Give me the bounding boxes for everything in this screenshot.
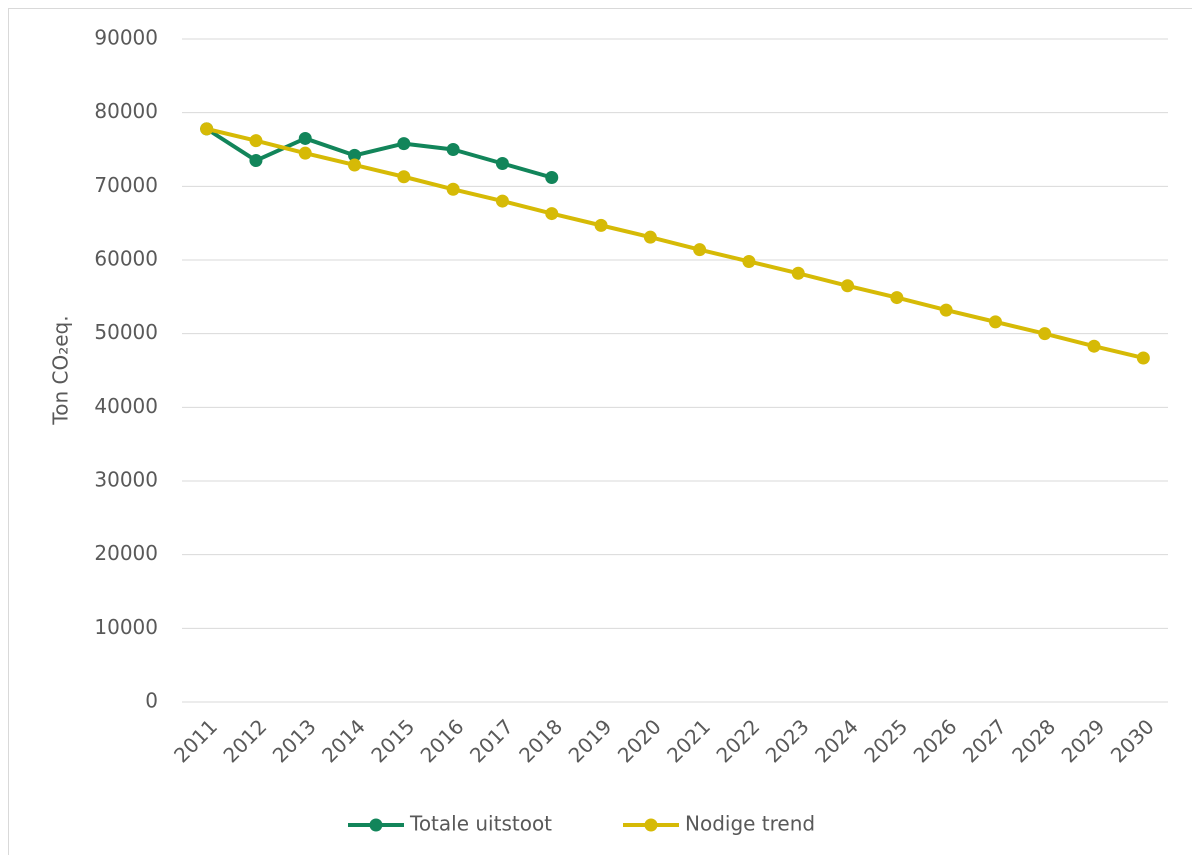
point xyxy=(397,137,410,150)
point xyxy=(1038,327,1051,340)
point xyxy=(545,171,558,184)
point xyxy=(644,231,657,244)
y-tick-label: 10000 xyxy=(94,615,158,639)
point xyxy=(1088,340,1101,353)
y-tick-label: 50000 xyxy=(94,320,158,344)
point xyxy=(447,183,460,196)
y-axis-label: Ton CO₂eq. xyxy=(49,315,73,425)
point xyxy=(200,122,213,135)
point xyxy=(693,243,706,256)
point xyxy=(989,315,1002,328)
point xyxy=(545,207,558,220)
point xyxy=(249,134,262,147)
point xyxy=(397,170,410,183)
y-tick-label: 80000 xyxy=(94,99,158,123)
point xyxy=(1137,351,1150,364)
point xyxy=(890,291,903,304)
y-tick-label: 30000 xyxy=(94,468,158,492)
point xyxy=(742,255,755,268)
y-tick-label: 20000 xyxy=(94,541,158,565)
point xyxy=(595,219,608,232)
legend-label: Totale uitstoot xyxy=(409,812,552,836)
point xyxy=(940,304,953,317)
point xyxy=(792,267,805,280)
point xyxy=(496,195,509,208)
legend-label: Nodige trend xyxy=(685,812,815,836)
y-tick-label: 90000 xyxy=(94,26,158,50)
y-tick-label: 0 xyxy=(145,689,158,713)
y-tick-label: 40000 xyxy=(94,394,158,418)
point xyxy=(447,143,460,156)
point xyxy=(496,157,509,170)
legend-marker xyxy=(645,819,658,832)
point xyxy=(299,147,312,160)
point xyxy=(249,154,262,167)
point xyxy=(299,132,312,145)
point xyxy=(841,279,854,292)
y-tick-label: 70000 xyxy=(94,173,158,197)
point xyxy=(348,158,361,171)
legend-marker xyxy=(370,819,383,832)
y-tick-label: 60000 xyxy=(94,247,158,271)
